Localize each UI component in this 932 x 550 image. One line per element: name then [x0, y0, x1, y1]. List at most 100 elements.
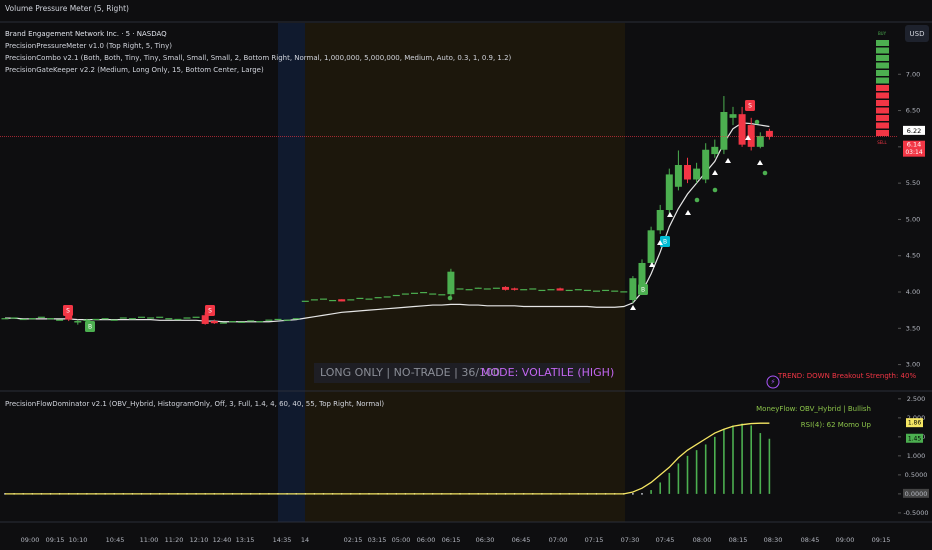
- histogram-bar: [659, 482, 661, 494]
- signal-dot: [447, 295, 453, 301]
- meter-cell: [876, 92, 889, 99]
- y-tick-label: 2.000: [907, 414, 926, 422]
- candle-body: [574, 289, 582, 291]
- candle-body: [647, 230, 655, 263]
- candle-body: [301, 300, 309, 302]
- candle-body: [456, 288, 464, 290]
- candle-body: [101, 318, 109, 320]
- signal-box: [63, 305, 73, 316]
- signal-box: [638, 284, 648, 295]
- indicator-label: PrecisionCombo v2.1 (Both, Both, Tiny, T…: [5, 54, 512, 62]
- candle-body: [638, 262, 646, 285]
- signal-dot: [694, 197, 700, 203]
- candle-body: [693, 168, 701, 180]
- candle-body: [19, 318, 27, 321]
- signal-box: [745, 100, 755, 111]
- y-tick-label: 0.5000: [905, 471, 928, 479]
- x-tick-label: 08:00: [693, 536, 712, 544]
- histogram-dot: [641, 492, 643, 495]
- candle-body: [556, 288, 564, 291]
- currency-button[interactable]: [905, 25, 929, 42]
- signal-triangle: [757, 160, 763, 165]
- candle-body: [156, 316, 164, 318]
- x-tick-label: 06:30: [476, 536, 495, 544]
- banner-mode: MODE: VOLATILE (HIGH): [481, 366, 614, 379]
- indicator-label: PrecisionPressureMeter v1.0 (Top Right, …: [5, 42, 172, 50]
- candle-body: [65, 315, 73, 320]
- y-tick-label: 1.000: [907, 452, 926, 460]
- candle-body: [292, 318, 300, 320]
- candle-body: [401, 293, 409, 295]
- y-tick-label: 3.50: [906, 324, 920, 332]
- x-tick-label: 05:00: [392, 536, 411, 544]
- histogram-bar: [714, 436, 716, 494]
- signal-dot: [703, 169, 709, 175]
- meter-cell: [876, 47, 889, 54]
- meter-cell: [876, 70, 889, 76]
- candle-body: [74, 321, 82, 323]
- candle-body: [92, 318, 100, 321]
- price-label: 6.22: [907, 127, 921, 135]
- signal-label: B: [663, 239, 667, 246]
- y-tick-label: -0.5000: [903, 509, 928, 517]
- candle-body: [602, 289, 610, 292]
- candle-body: [356, 297, 364, 300]
- signal-triangle: [657, 240, 663, 245]
- meter-cell: [876, 55, 889, 61]
- value-box: [906, 433, 923, 443]
- candle-body: [1, 318, 9, 320]
- candle-body: [674, 164, 682, 187]
- histogram-bar: [750, 425, 752, 494]
- x-tick-label: 07:45: [656, 536, 675, 544]
- x-tick-label: 07:30: [621, 536, 640, 544]
- candle-body: [383, 296, 391, 298]
- y-tick-label: 4.00: [906, 288, 920, 296]
- candle-body: [520, 289, 528, 291]
- candle-body: [320, 298, 327, 300]
- candle-body: [702, 149, 710, 180]
- candle-body: [511, 288, 519, 290]
- candle-body: [28, 318, 36, 320]
- candle-body: [210, 321, 218, 324]
- candle-body: [138, 316, 145, 318]
- candle-body: [247, 320, 255, 322]
- candle-body: [538, 289, 546, 292]
- histogram-bar: [695, 450, 698, 494]
- y-tick-label: 6.50: [906, 107, 920, 115]
- x-tick-label: 08:45: [801, 536, 820, 544]
- candle-body: [310, 299, 318, 301]
- oscillator-title: PrecisionFlowDominator v2.1 (OBV_Hybrid,…: [5, 400, 384, 408]
- histogram-bar: [686, 455, 689, 494]
- meter-cell: [876, 107, 889, 114]
- signal-triangle: [745, 135, 751, 140]
- candle-body: [583, 289, 591, 292]
- session-shade: [278, 23, 305, 522]
- signal-dot: [754, 119, 760, 125]
- x-tick-label: 14: [301, 536, 309, 544]
- currency[interactable]: USD: [910, 30, 925, 38]
- x-tick-label: 07:15: [585, 536, 604, 544]
- candle-body: [47, 318, 54, 320]
- indicator-label: PrecisionGateKeeper v2.2 (Medium, Long O…: [5, 66, 264, 74]
- x-tick-label: 11:20: [165, 536, 184, 544]
- zero-box: [903, 488, 929, 498]
- trend-icon-glyph: ⚡: [771, 378, 776, 386]
- candle-body: [447, 271, 455, 295]
- candle-body: [128, 318, 136, 320]
- candle-body: [229, 321, 236, 323]
- candle-body: [629, 278, 637, 300]
- x-tick-label: 11:00: [140, 536, 159, 544]
- x-tick-label: 14:35: [273, 536, 292, 544]
- candle-body: [483, 288, 491, 290]
- histogram-bar: [768, 438, 771, 494]
- y-tick-label: 0.0000: [905, 490, 928, 498]
- oscillator-note: MoneyFlow: OBV_Hybrid | Bullish: [756, 405, 871, 413]
- signal-box: [205, 305, 215, 316]
- x-tick-label: 09:00: [21, 536, 40, 544]
- signal-label: B: [641, 287, 645, 294]
- candle-body: [37, 316, 45, 318]
- candle-body: [529, 288, 537, 290]
- histogram-dot: [632, 492, 634, 495]
- candle-body: [665, 174, 673, 210]
- candle-body: [492, 287, 500, 289]
